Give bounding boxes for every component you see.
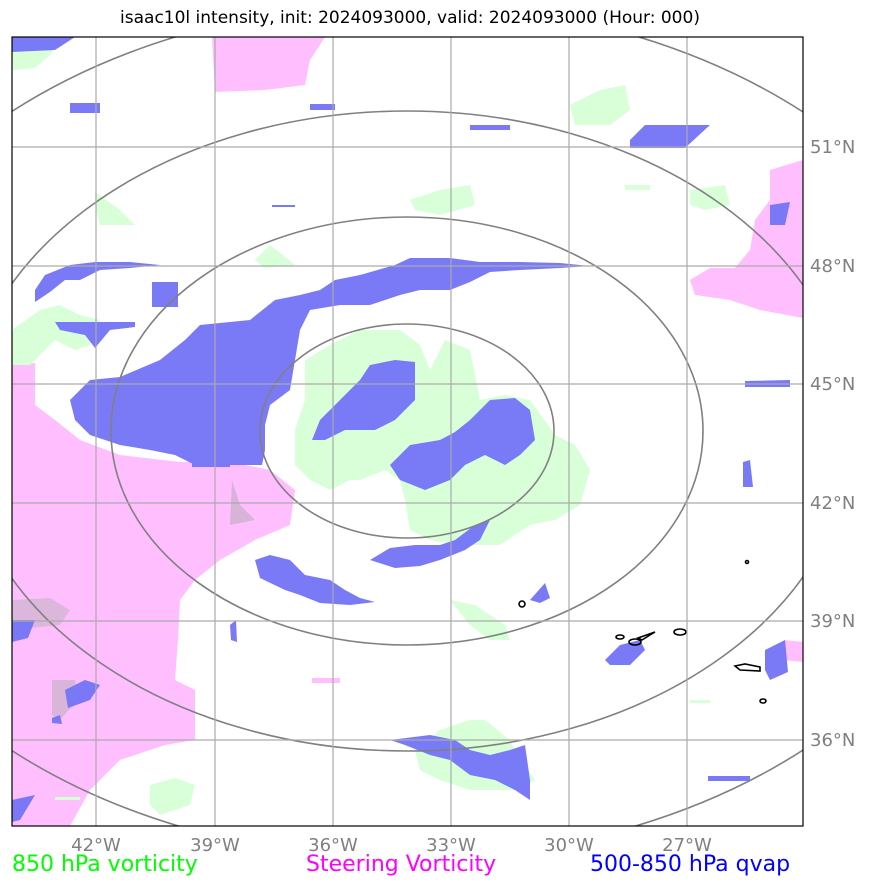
- lat-tick-label: 42°N: [810, 493, 855, 514]
- range-ring-2: [110, 216, 704, 646]
- vorticity-contours: [518, 559, 767, 704]
- lon-tick-label: 42°W: [71, 835, 121, 856]
- range-rings: [12, 37, 803, 826]
- legend-850-vorticity: 850 hPa vorticity: [12, 852, 198, 877]
- lat-tick-label: 51°N: [810, 137, 855, 158]
- lat-tick-label: 48°N: [810, 256, 855, 277]
- legend-steering-vorticity: Steering Vorticity: [306, 852, 497, 877]
- lat-tick-labels: 51°N 48°N 45°N 42°N 39°N 36°N: [810, 137, 855, 751]
- lat-tick-label: 45°N: [810, 374, 855, 395]
- map-frame: [11, 36, 804, 827]
- lon-tick-labels: 42°W 39°W 36°W 33°W 30°W 27°W: [71, 835, 712, 856]
- legend-qvap: 500-850 hPa qvap: [590, 852, 791, 877]
- graticule: [12, 37, 803, 826]
- lon-tick-label: 39°W: [190, 835, 240, 856]
- steering-vorticity-fill: [12, 37, 803, 826]
- lon-tick-label: 30°W: [544, 835, 594, 856]
- lon-tick-label: 27°W: [662, 835, 712, 856]
- range-ring-3: [12, 110, 803, 752]
- lat-tick-label: 39°N: [810, 611, 855, 632]
- lon-tick-label: 36°W: [308, 835, 358, 856]
- chart-title: isaac10l intensity, init: 2024093000, va…: [120, 8, 700, 28]
- lat-tick-label: 36°N: [810, 730, 855, 751]
- range-ring-1: [259, 323, 555, 539]
- lon-tick-label: 33°W: [426, 835, 476, 856]
